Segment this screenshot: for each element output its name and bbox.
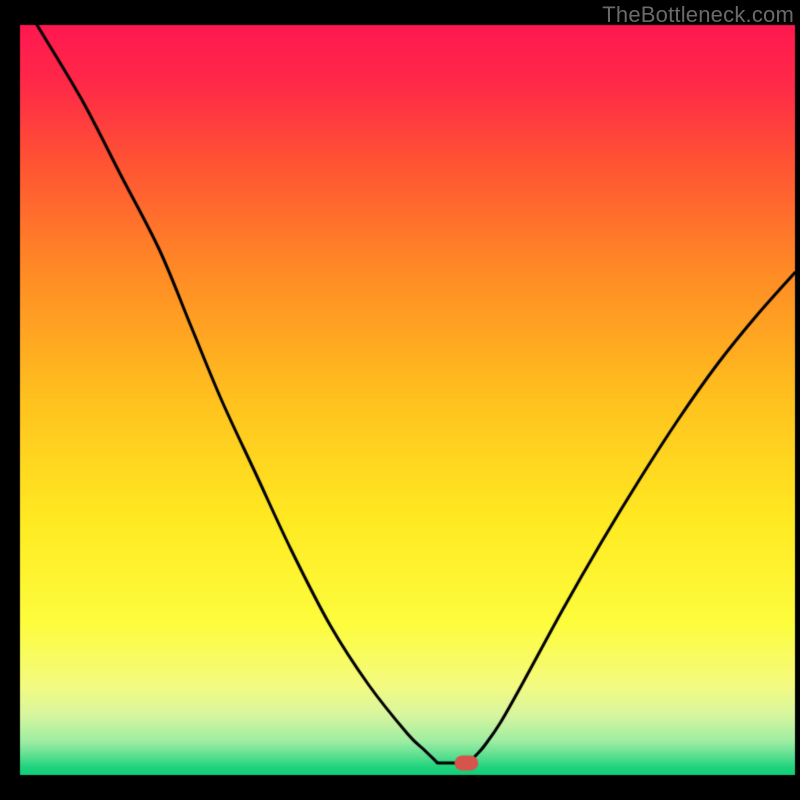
chart-stage: TheBottleneck.com: [0, 0, 800, 800]
watermark-text: TheBottleneck.com: [602, 2, 794, 28]
bottleneck-curve-layer: [0, 0, 800, 800]
